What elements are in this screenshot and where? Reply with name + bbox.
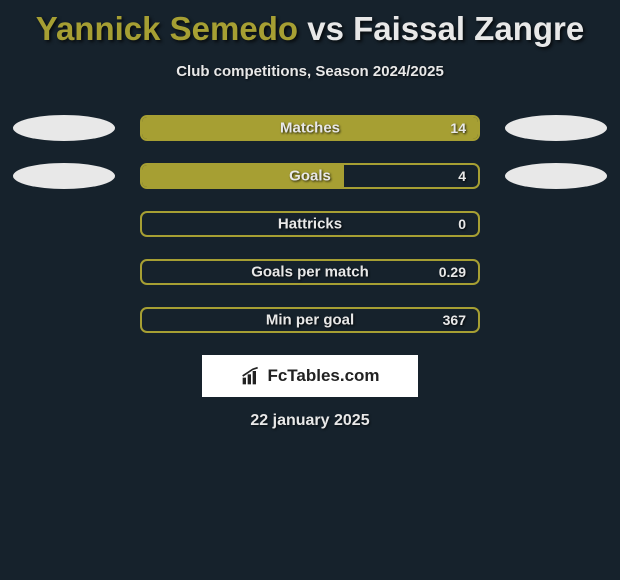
stat-value: 0.29 xyxy=(439,264,466,280)
vs-text: vs xyxy=(307,10,344,47)
spacer xyxy=(13,211,115,237)
spacer xyxy=(13,259,115,285)
player2-name: Faissal Zangre xyxy=(353,10,584,47)
player1-name: Yannick Semedo xyxy=(36,10,298,47)
player1-indicator xyxy=(13,163,115,189)
logo-text: FcTables.com xyxy=(267,366,379,386)
spacer xyxy=(505,211,607,237)
stat-row: Min per goal 367 xyxy=(0,307,620,333)
stat-bar: Hattricks 0 xyxy=(140,211,480,237)
player2-indicator xyxy=(505,163,607,189)
spacer xyxy=(505,259,607,285)
stat-value: 4 xyxy=(458,168,466,184)
player1-indicator xyxy=(13,115,115,141)
stat-label: Matches xyxy=(280,120,340,137)
stat-bar: Min per goal 367 xyxy=(140,307,480,333)
stat-row: Hattricks 0 xyxy=(0,211,620,237)
stat-value: 367 xyxy=(443,312,466,328)
stat-bar: Goals 4 xyxy=(140,163,480,189)
spacer xyxy=(505,307,607,333)
date-label: 22 january 2025 xyxy=(0,412,620,430)
stat-label: Goals xyxy=(289,168,331,185)
stat-bar: Matches 14 xyxy=(140,115,480,141)
stat-row: Goals per match 0.29 xyxy=(0,259,620,285)
subtitle: Club competitions, Season 2024/2025 xyxy=(0,63,620,80)
stat-label: Hattricks xyxy=(278,216,342,233)
stat-value: 14 xyxy=(450,120,466,136)
player2-indicator xyxy=(505,115,607,141)
stat-bar: Goals per match 0.29 xyxy=(140,259,480,285)
comparison-container: Yannick Semedo vs Faissal Zangre Club co… xyxy=(0,0,620,440)
stats-list: Matches 14 Goals 4 Hattricks 0 Goals per match… xyxy=(0,115,620,333)
stat-value: 0 xyxy=(458,216,466,232)
stat-row: Matches 14 xyxy=(0,115,620,141)
comparison-title: Yannick Semedo vs Faissal Zangre xyxy=(0,10,620,48)
spacer xyxy=(13,307,115,333)
stat-label: Min per goal xyxy=(266,312,354,329)
stat-row: Goals 4 xyxy=(0,163,620,189)
stat-label: Goals per match xyxy=(251,264,369,281)
chart-icon xyxy=(240,366,262,386)
logo-box[interactable]: FcTables.com xyxy=(202,355,418,397)
